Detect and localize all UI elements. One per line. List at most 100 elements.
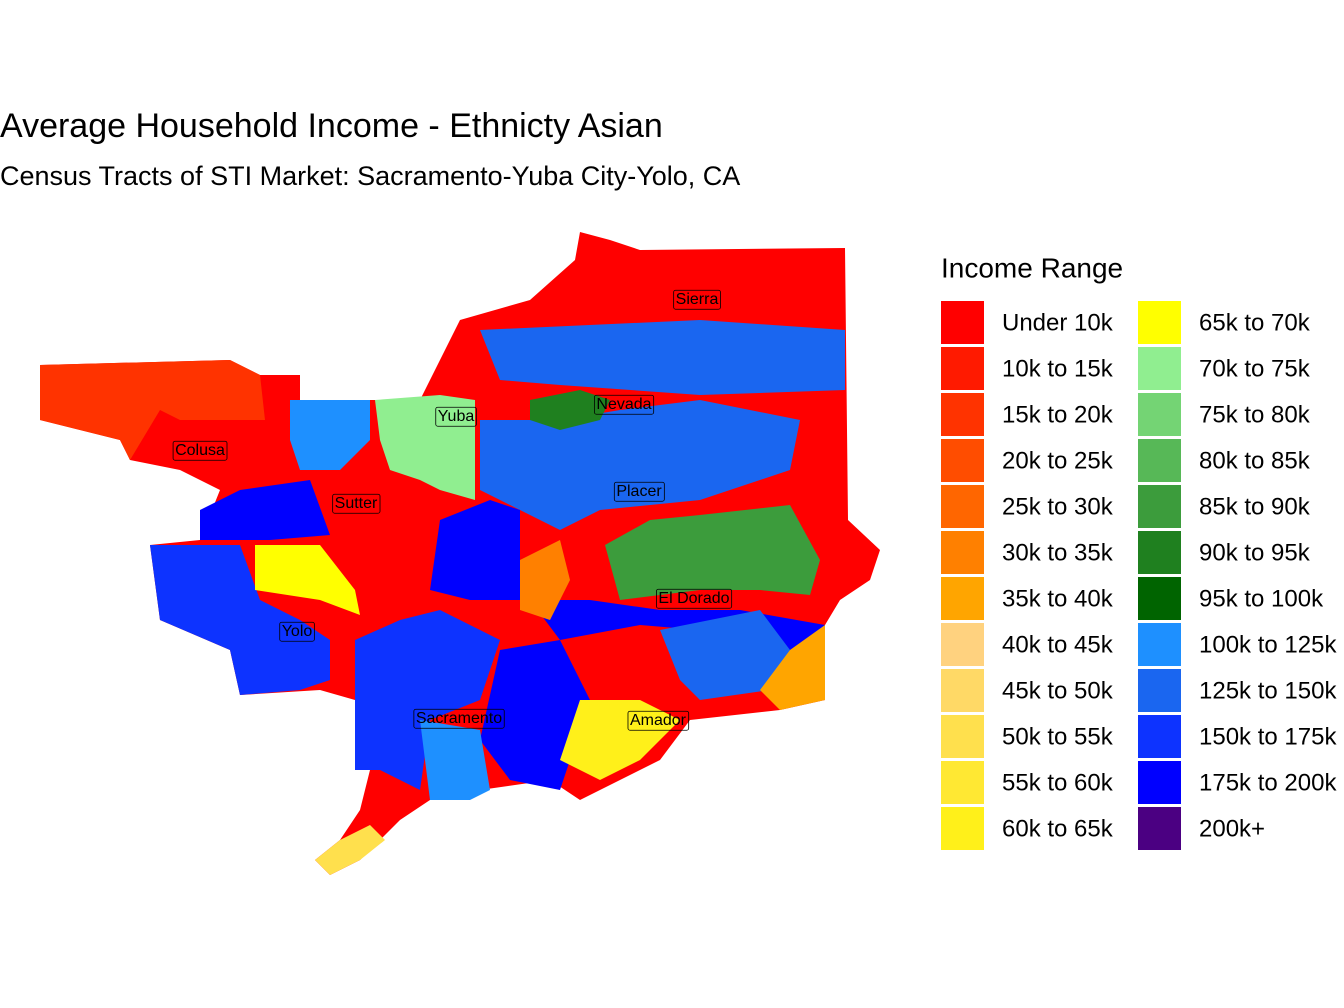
- tract-region: [150, 545, 330, 695]
- legend-swatch: [1138, 669, 1181, 712]
- map: [40, 232, 880, 875]
- county-label-box: [435, 406, 477, 427]
- legend-swatch: [941, 669, 984, 712]
- legend-swatch: [941, 485, 984, 528]
- county-name: Yolo: [282, 623, 313, 640]
- legend-swatch: [941, 807, 984, 850]
- legend-swatch: [941, 715, 984, 758]
- legend-swatch: [1138, 577, 1181, 620]
- legend-swatch: [941, 577, 984, 620]
- county-label-box: [332, 493, 381, 514]
- legend-swatch: [1138, 807, 1181, 850]
- county-label: Sacramento: [413, 708, 505, 729]
- legend-label: 35k to 40k: [1002, 585, 1114, 612]
- county-name: El Dorado: [658, 590, 729, 607]
- county-label-box: [613, 481, 665, 502]
- tract-region: [530, 390, 610, 430]
- legend-swatch: [941, 531, 984, 574]
- legend-label: 20k to 25k: [1002, 447, 1114, 474]
- county-label-box: [673, 289, 721, 310]
- county-label-box: [279, 621, 315, 642]
- tract-region: [315, 825, 385, 875]
- legend: Under 10k 10k to 15k 15k to 20k 20k to 25k 2…: [941, 301, 1337, 850]
- tract-region: [290, 400, 370, 470]
- tract-region: [375, 395, 475, 500]
- legend-label: 125k to 150k: [1199, 677, 1337, 704]
- county-label: Placer: [613, 481, 665, 502]
- legend-swatch: [1138, 439, 1181, 482]
- legend-swatch: [1138, 531, 1181, 574]
- legend-swatch: [941, 623, 984, 666]
- county-label-box: [627, 710, 690, 731]
- county-label: Amador: [627, 710, 690, 731]
- tract-region: [520, 540, 570, 620]
- legend-swatch: [941, 347, 984, 390]
- legend-label: 75k to 80k: [1199, 401, 1311, 428]
- legend-swatch: [941, 301, 984, 344]
- county-label: El Dorado: [656, 588, 733, 609]
- county-name: Sacramento: [416, 710, 502, 727]
- legend-label: 15k to 20k: [1002, 401, 1114, 428]
- legend-label: 25k to 30k: [1002, 493, 1114, 520]
- legend-label: 30k to 35k: [1002, 539, 1114, 566]
- county-name: Sutter: [335, 495, 378, 512]
- county-label-box: [172, 440, 228, 461]
- tract-region: [255, 545, 360, 615]
- county-name: Sierra: [676, 291, 719, 308]
- subtitle: Census Tracts of STI Market: Sacramento-…: [0, 161, 740, 191]
- tract-region: [40, 360, 265, 460]
- legend-swatch: [941, 439, 984, 482]
- legend-label: 80k to 85k: [1199, 447, 1311, 474]
- county-name: Yuba: [438, 408, 475, 425]
- legend-swatch: [1138, 715, 1181, 758]
- tract-region: [420, 720, 490, 800]
- legend-label: 55k to 60k: [1002, 769, 1114, 796]
- legend-swatch: [1138, 393, 1181, 436]
- county-name: Placer: [616, 483, 662, 500]
- tract-region: [660, 610, 790, 700]
- legend-swatch: [1138, 347, 1181, 390]
- tract-region: [480, 320, 845, 395]
- county-name: Colusa: [175, 442, 225, 459]
- legend-swatch: [1138, 761, 1181, 804]
- tract-region: [200, 480, 330, 540]
- legend-title: Income Range: [941, 252, 1123, 283]
- county-label: Yolo: [279, 621, 315, 642]
- county-label: Yuba: [435, 406, 477, 427]
- county-name: Nevada: [596, 396, 651, 413]
- legend-label: 90k to 95k: [1199, 539, 1311, 566]
- legend-swatch: [1138, 623, 1181, 666]
- county-label: Colusa: [172, 440, 228, 461]
- legend-label: 175k to 200k: [1199, 769, 1337, 796]
- legend-label: 85k to 90k: [1199, 493, 1311, 520]
- legend-label: Under 10k: [1002, 309, 1114, 336]
- legend-label: 70k to 75k: [1199, 355, 1311, 382]
- tract-region: [760, 625, 825, 710]
- tract-region: [430, 500, 520, 600]
- tract-region: [480, 400, 800, 530]
- county-label-box: [594, 394, 655, 415]
- legend-label: 45k to 50k: [1002, 677, 1114, 704]
- legend-label: 95k to 100k: [1199, 585, 1324, 612]
- legend-label: 40k to 45k: [1002, 631, 1114, 658]
- legend-label: 100k to 125k: [1199, 631, 1337, 658]
- title: Average Household Income - Ethnicty Asia…: [0, 107, 663, 145]
- tract-region: [355, 610, 500, 790]
- county-label: Nevada: [594, 394, 655, 415]
- county-label: Sierra: [673, 289, 721, 310]
- legend-label: 65k to 70k: [1199, 309, 1311, 336]
- legend-swatch: [1138, 485, 1181, 528]
- county-labels: Sierra Yuba Nevada Colusa Placer Sutter El Dor…: [172, 289, 733, 731]
- legend-label: 150k to 175k: [1199, 723, 1337, 750]
- legend-label: 200k+: [1199, 815, 1265, 842]
- legend-label: 10k to 15k: [1002, 355, 1114, 382]
- legend-label: 60k to 65k: [1002, 815, 1114, 842]
- legend-swatch: [941, 761, 984, 804]
- tract-region: [605, 505, 820, 600]
- county-label-box: [413, 708, 505, 729]
- county-label-box: [656, 588, 733, 609]
- tract-region: [560, 700, 680, 780]
- county-label: Sutter: [332, 493, 381, 514]
- legend-swatch: [1138, 301, 1181, 344]
